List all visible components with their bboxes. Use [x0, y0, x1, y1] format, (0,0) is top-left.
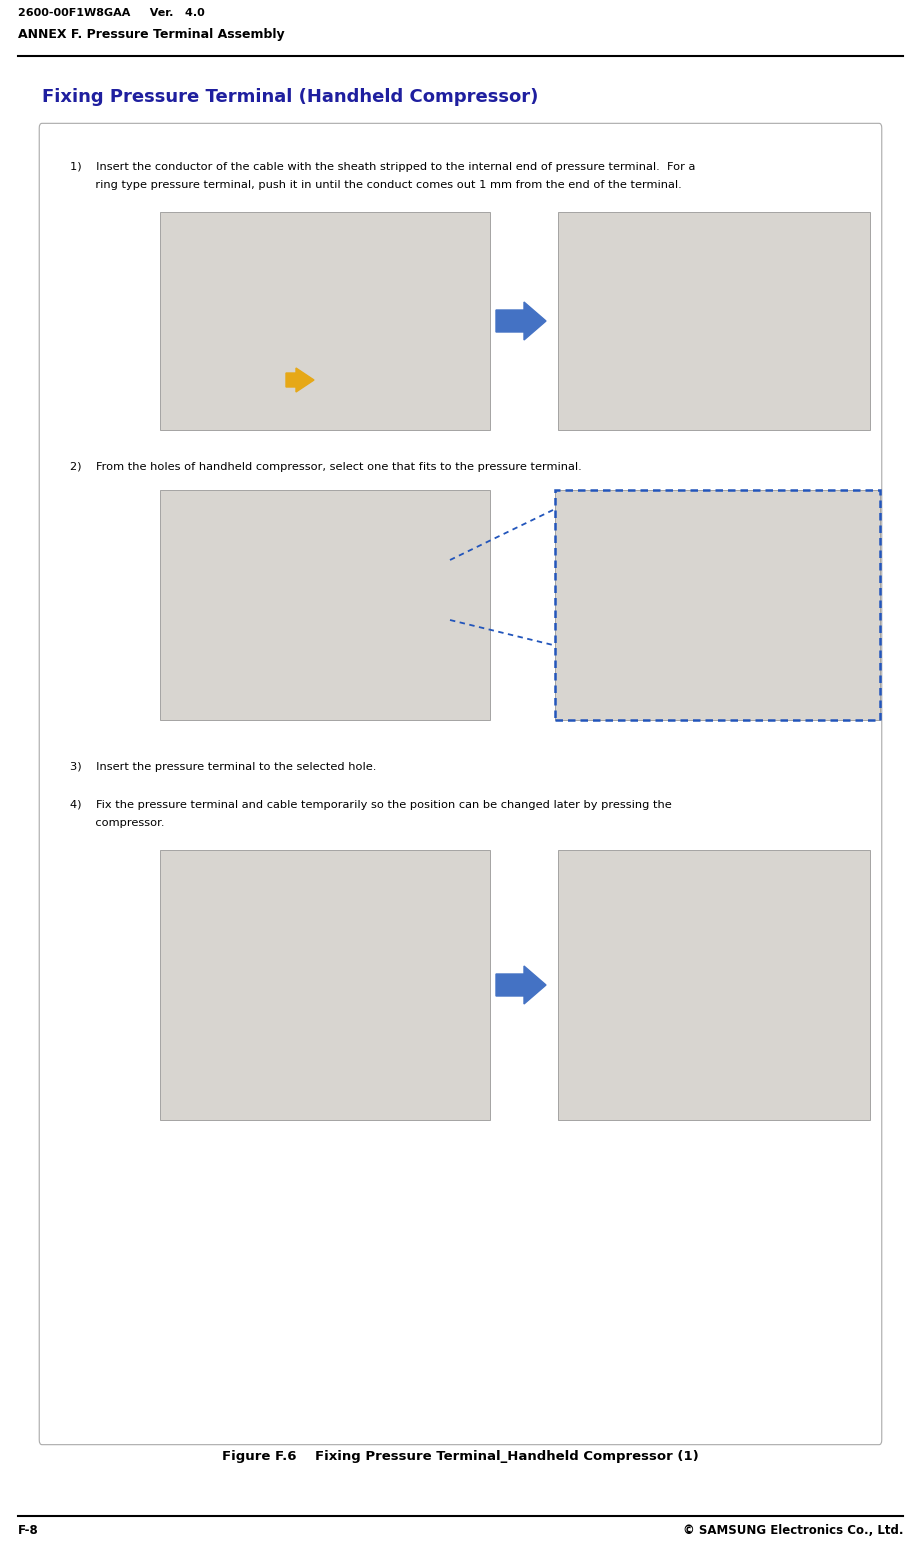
Bar	[160, 212, 490, 430]
FancyBboxPatch shape	[40, 123, 881, 1444]
FancyArrow shape	[286, 368, 314, 393]
Text: ANNEX F. Pressure Terminal Assembly: ANNEX F. Pressure Terminal Assembly	[18, 28, 285, 41]
Text: © SAMSUNG Electronics Co., Ltd.: © SAMSUNG Electronics Co., Ltd.	[682, 1524, 903, 1538]
Text: 2)    From the holes of handheld compressor, select one that fits to the pressur: 2) From the holes of handheld compressor…	[70, 463, 582, 472]
Text: Fixing Pressure Terminal (Handheld Compressor): Fixing Pressure Terminal (Handheld Compr…	[42, 87, 539, 106]
Text: ring type pressure terminal, push it in until the conduct comes out 1 mm from th: ring type pressure terminal, push it in …	[70, 181, 682, 190]
FancyArrow shape	[496, 966, 546, 1003]
Bar	[558, 851, 870, 1120]
Text: 2600-00F1W8GAA     Ver.   4.0: 2600-00F1W8GAA Ver. 4.0	[18, 8, 204, 19]
Text: compressor.: compressor.	[70, 818, 165, 827]
Bar	[160, 491, 490, 720]
Text: Figure F.6    Fixing Pressure Terminal_Handheld Compressor (1): Figure F.6 Fixing Pressure Terminal_Hand…	[222, 1450, 698, 1463]
Text: 1)    Insert the conductor of the cable with the sheath stripped to the internal: 1) Insert the conductor of the cable wit…	[70, 162, 695, 171]
Bar	[160, 851, 490, 1120]
Bar	[555, 491, 880, 720]
FancyArrow shape	[496, 302, 546, 340]
Bar	[558, 212, 870, 430]
Text: F-8: F-8	[18, 1524, 39, 1538]
Text: 3)    Insert the pressure terminal to the selected hole.: 3) Insert the pressure terminal to the s…	[70, 762, 377, 773]
Bar	[555, 491, 880, 720]
Text: 4)    Fix the pressure terminal and cable temporarily so the position can be cha: 4) Fix the pressure terminal and cable t…	[70, 799, 671, 810]
